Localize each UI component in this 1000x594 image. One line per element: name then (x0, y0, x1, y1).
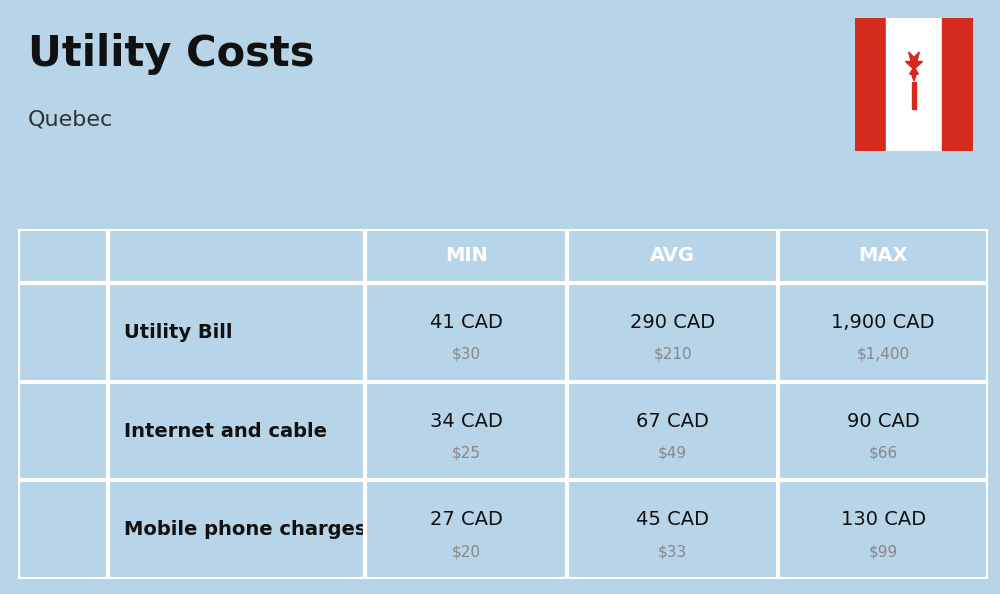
Text: 90 CAD: 90 CAD (847, 412, 920, 431)
Text: Quebec: Quebec (28, 110, 113, 130)
Text: 41 CAD: 41 CAD (430, 313, 503, 332)
Text: AVG: AVG (650, 247, 695, 266)
Text: Utility Bill: Utility Bill (124, 323, 232, 342)
Text: $66: $66 (869, 446, 898, 460)
Text: $20: $20 (452, 544, 481, 559)
Bar (886, 18, 942, 151)
Bar (942, 18, 973, 151)
Text: $33: $33 (658, 544, 687, 559)
Text: Mobile phone charges: Mobile phone charges (124, 520, 366, 539)
Text: $25: $25 (452, 446, 481, 460)
Text: MIN: MIN (445, 247, 488, 266)
Text: 67 CAD: 67 CAD (636, 412, 709, 431)
Text: Utility Costs: Utility Costs (28, 33, 314, 75)
Text: 290 CAD: 290 CAD (630, 313, 715, 332)
Text: MAX: MAX (858, 247, 908, 266)
Text: 27 CAD: 27 CAD (430, 510, 503, 529)
Text: 1,900 CAD: 1,900 CAD (831, 313, 935, 332)
Text: $49: $49 (658, 446, 687, 460)
Text: Internet and cable: Internet and cable (124, 422, 327, 441)
Text: $30: $30 (452, 346, 481, 362)
Text: 45 CAD: 45 CAD (636, 510, 709, 529)
Polygon shape (905, 52, 923, 81)
Text: $99: $99 (869, 544, 898, 559)
Text: $1,400: $1,400 (857, 346, 910, 362)
Text: 34 CAD: 34 CAD (430, 412, 503, 431)
Text: $210: $210 (653, 346, 692, 362)
Text: 130 CAD: 130 CAD (841, 510, 926, 529)
Bar (912, 82, 916, 109)
Bar (855, 18, 886, 151)
